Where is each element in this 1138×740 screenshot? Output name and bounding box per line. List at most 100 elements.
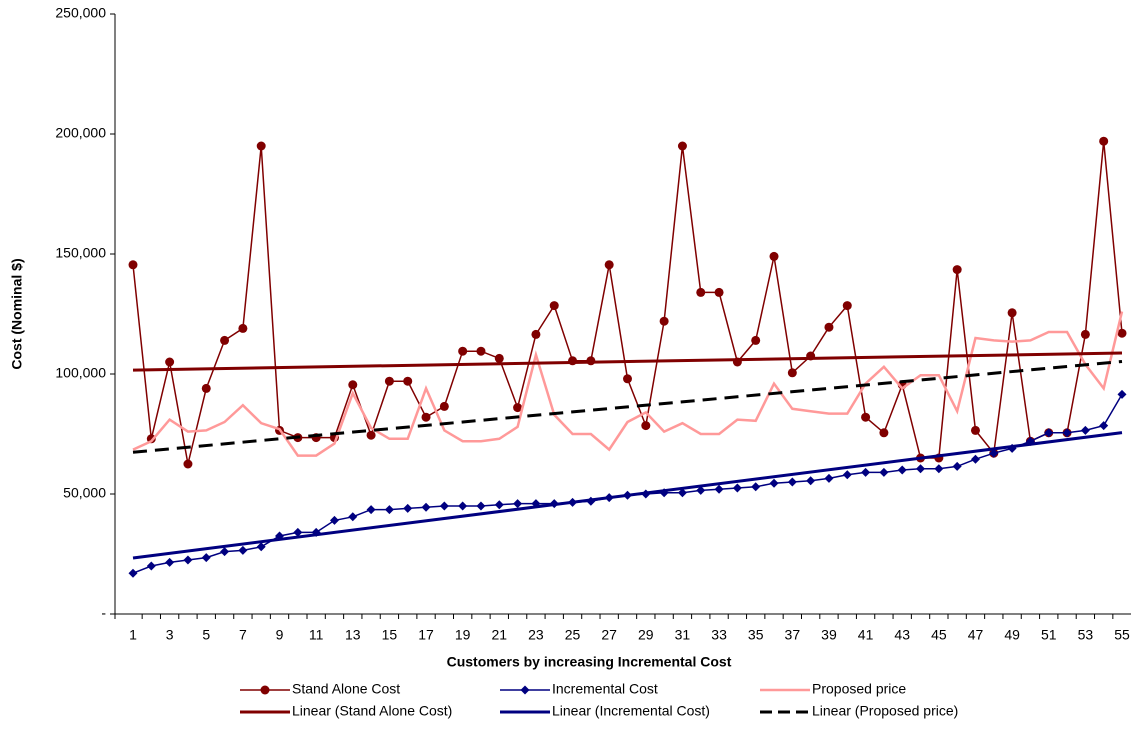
- marker: [520, 685, 530, 695]
- x-tick-label: 13: [345, 627, 361, 643]
- marker: [238, 545, 248, 555]
- marker: [1080, 329, 1090, 339]
- marker: [329, 515, 339, 525]
- marker: [348, 380, 358, 390]
- marker: [604, 260, 614, 270]
- trend-line: [132, 431, 1123, 560]
- x-tick-label: 3: [166, 627, 174, 643]
- marker: [458, 501, 468, 511]
- marker: [183, 459, 193, 469]
- marker: [806, 476, 816, 486]
- marker: [494, 353, 504, 363]
- marker: [677, 488, 687, 498]
- trend-line: [132, 359, 1123, 454]
- marker: [623, 374, 632, 384]
- x-tick-label: 53: [1078, 627, 1094, 643]
- marker: [403, 376, 413, 386]
- marker: [348, 512, 358, 522]
- x-tick-label: 39: [821, 627, 837, 643]
- marker: [1099, 136, 1109, 146]
- marker: [256, 141, 266, 151]
- x-tick-label: 41: [858, 627, 874, 643]
- marker: [861, 467, 871, 477]
- marker: [769, 251, 779, 261]
- marker: [439, 401, 449, 411]
- x-tick-label: 43: [894, 627, 910, 643]
- x-tick-label: 9: [276, 627, 284, 643]
- marker: [165, 557, 175, 567]
- marker: [714, 484, 724, 494]
- x-tick-label: 15: [382, 627, 398, 643]
- marker: [897, 465, 907, 475]
- legend-label: Proposed price: [812, 681, 906, 697]
- marker: [384, 505, 394, 515]
- y-tick-label: 200,000: [55, 125, 106, 141]
- x-tick-label: 51: [1041, 627, 1057, 643]
- x-tick-label: 31: [675, 627, 691, 643]
- x-axis-label: Customers by increasing Incremental Cost: [447, 654, 732, 670]
- marker: [201, 553, 211, 563]
- marker: [384, 376, 394, 386]
- marker: [751, 335, 761, 345]
- marker: [1117, 389, 1127, 399]
- marker: [952, 265, 962, 275]
- marker: [476, 501, 486, 511]
- marker: [1099, 421, 1109, 431]
- legend-label: Stand Alone Cost: [292, 681, 400, 697]
- marker: [220, 547, 230, 557]
- marker: [513, 499, 523, 509]
- legend-label: Linear (Stand Alone Cost): [292, 703, 452, 719]
- y-axis-label: Cost (Nominal $): [9, 258, 25, 369]
- x-tick-label: 45: [931, 627, 947, 643]
- marker: [769, 478, 779, 488]
- marker: [696, 287, 706, 297]
- legend-label: Linear (Incremental Cost): [552, 703, 710, 719]
- x-tick-label: 47: [968, 627, 984, 643]
- x-tick-label: 55: [1114, 627, 1130, 643]
- marker: [183, 555, 193, 565]
- marker: [787, 477, 797, 487]
- marker: [952, 461, 962, 471]
- marker: [879, 428, 889, 438]
- marker: [970, 425, 980, 435]
- marker: [641, 421, 651, 431]
- marker: [970, 454, 980, 464]
- marker: [879, 467, 889, 477]
- x-tick-label: 49: [1004, 627, 1020, 643]
- legend-label: Linear (Proposed price): [812, 703, 958, 719]
- marker: [165, 357, 175, 367]
- x-tick-label: 23: [528, 627, 544, 643]
- marker: [293, 527, 303, 537]
- marker: [1044, 428, 1054, 438]
- marker: [256, 542, 266, 552]
- x-tick-label: 21: [492, 627, 508, 643]
- marker: [128, 568, 138, 578]
- marker: [549, 301, 559, 311]
- y-tick-label: -: [101, 605, 106, 621]
- marker: [128, 260, 138, 270]
- marker: [439, 501, 449, 511]
- marker: [531, 329, 541, 339]
- x-tick-label: 27: [601, 627, 617, 643]
- marker: [989, 448, 999, 458]
- x-tick-label: 11: [309, 627, 324, 643]
- y-tick-label: 50,000: [63, 485, 106, 501]
- marker: [696, 485, 706, 495]
- x-tick-label: 1: [129, 627, 137, 643]
- x-tick-label: 33: [711, 627, 727, 643]
- series-line: [132, 311, 1124, 457]
- marker: [659, 316, 669, 326]
- x-tick-label: 5: [202, 627, 210, 643]
- marker: [824, 473, 834, 483]
- x-tick-label: 37: [785, 627, 801, 643]
- marker: [260, 685, 270, 695]
- marker: [494, 500, 504, 510]
- marker: [842, 301, 852, 311]
- marker: [201, 383, 211, 393]
- marker: [842, 470, 852, 480]
- marker: [824, 322, 834, 332]
- series-line: [132, 141, 1123, 465]
- marker: [1080, 425, 1090, 435]
- marker: [1062, 428, 1072, 438]
